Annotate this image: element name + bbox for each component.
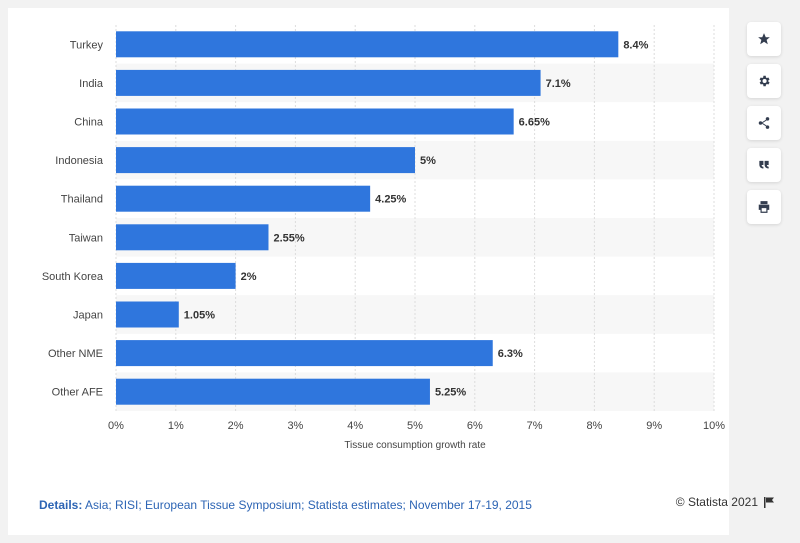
category-label: Turkey <box>70 39 104 51</box>
credit-text: © Statista 2021 <box>675 495 758 509</box>
category-label: Japan <box>73 310 103 322</box>
value-labels: 8.4% 7.1% 6.65% 5% 4.25% 2.55% 2% 1.05% 6.3% 5.25… <box>184 39 649 398</box>
details-label: Details: <box>39 498 83 512</box>
flag-icon <box>764 496 774 508</box>
value-label: 5% <box>420 155 436 167</box>
bar[interactable] <box>116 185 371 212</box>
x-tick-labels: 0% 1% 2% 3% 4% 5% 6% 7% 8% 9% 10% <box>108 420 725 432</box>
x-tick-label: 10% <box>703 420 725 432</box>
value-label: 1.05% <box>184 310 215 322</box>
bar[interactable] <box>116 224 269 251</box>
value-label: 7.1% <box>546 78 571 90</box>
x-tick-label: 7% <box>527 420 543 432</box>
value-label: 8.4% <box>623 39 648 51</box>
x-tick-label: 6% <box>467 420 483 432</box>
x-tick-label: 0% <box>108 420 124 432</box>
x-tick-label: 9% <box>646 420 662 432</box>
x-tick-label: 3% <box>287 420 303 432</box>
details-text[interactable]: Asia; RISI; European Tissue Symposium; S… <box>85 498 532 512</box>
favorite-button[interactable] <box>747 22 781 56</box>
x-tick-label: 1% <box>168 420 184 432</box>
print-button[interactable] <box>747 190 781 224</box>
bars <box>116 31 619 405</box>
x-tick-label: 8% <box>586 420 602 432</box>
value-label: 2.55% <box>273 232 304 244</box>
bar[interactable] <box>116 31 619 58</box>
settings-button[interactable] <box>747 64 781 98</box>
category-label: Other AFE <box>52 387 103 399</box>
category-label: Thailand <box>61 194 103 206</box>
bar[interactable] <box>116 301 179 328</box>
category-labels: Turkey India China Indonesia Thailand Taiwan S… <box>42 39 104 398</box>
category-label: Other NME <box>48 348 103 360</box>
details-note: Details: Asia; RISI; European Tissue Sym… <box>39 498 532 512</box>
value-label: 6.3% <box>498 348 523 360</box>
bar-chart: Turkey India China Indonesia Thailand Taiwan S… <box>42 25 725 451</box>
share-icon <box>758 117 770 129</box>
bar[interactable] <box>116 378 430 405</box>
value-label: 2% <box>241 271 257 283</box>
gear-icon <box>759 75 770 87</box>
category-label: South Korea <box>42 271 104 283</box>
bar[interactable] <box>116 147 415 174</box>
bar[interactable] <box>116 108 514 135</box>
statista-credit[interactable]: © Statista 2021 <box>676 495 774 509</box>
value-label: 6.65% <box>519 117 550 129</box>
bar[interactable] <box>116 340 493 367</box>
category-label: Indonesia <box>55 155 104 167</box>
x-tick-label: 2% <box>228 420 244 432</box>
category-label: India <box>79 78 104 90</box>
quote-icon <box>759 160 769 169</box>
star-icon <box>758 33 770 45</box>
share-button[interactable] <box>747 106 781 140</box>
category-label: Taiwan <box>69 232 103 244</box>
chart-card: Turkey India China Indonesia Thailand Taiwan S… <box>8 8 729 535</box>
x-tick-label: 4% <box>347 420 363 432</box>
category-label: China <box>74 117 104 129</box>
sidebar <box>747 22 781 232</box>
x-tick-label: 5% <box>407 420 423 432</box>
bar[interactable] <box>116 262 236 289</box>
value-label: 5.25% <box>435 387 466 399</box>
bar[interactable] <box>116 69 541 96</box>
print-icon <box>758 201 770 213</box>
cite-button[interactable] <box>747 148 781 182</box>
x-axis-title: Tissue consumption growth rate <box>344 440 486 451</box>
value-label: 4.25% <box>375 194 406 206</box>
